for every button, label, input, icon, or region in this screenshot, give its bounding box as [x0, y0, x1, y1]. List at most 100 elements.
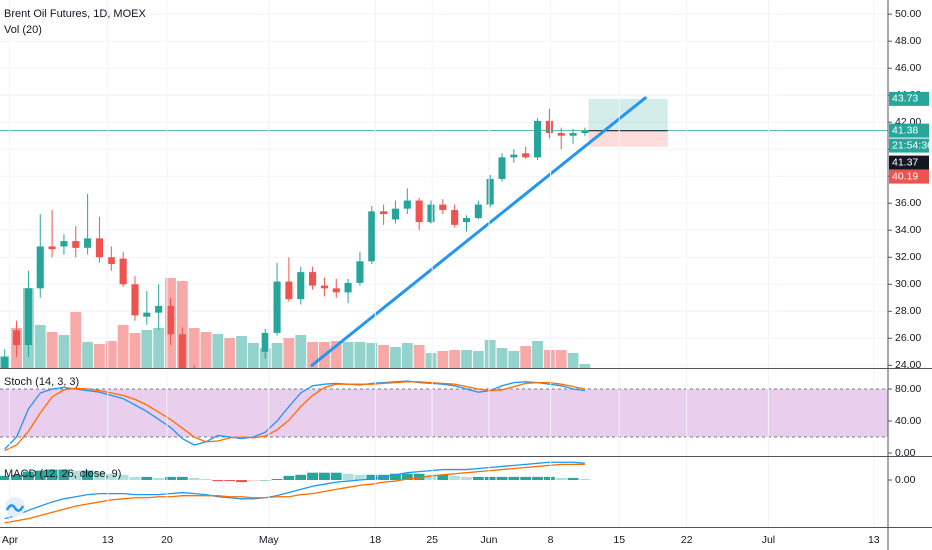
histogram-bar [390, 473, 401, 481]
volume-bar [425, 353, 437, 368]
candle-body [439, 204, 447, 210]
volume-bar [247, 343, 259, 368]
y-tick-label: 50.00 [895, 8, 921, 20]
histogram-bar [153, 477, 165, 481]
chart-title: Brent Oil Futures, 1D, MOEX [4, 8, 146, 20]
histogram-bar [70, 470, 82, 481]
histogram-bar [224, 480, 236, 482]
entry-label-box [889, 155, 929, 170]
candle-body [462, 218, 471, 223]
volume-bar [295, 335, 307, 368]
y-tick-label: 48.00 [895, 35, 921, 47]
x-tick-label: 22 [681, 534, 693, 546]
target-label-box [889, 91, 929, 106]
candle-body [474, 204, 482, 219]
volume-bar [34, 325, 46, 368]
candle-body [391, 208, 400, 220]
histogram-bar [532, 476, 543, 481]
candle-body [380, 211, 388, 215]
x-tick-label: 25 [426, 534, 438, 546]
x-tick-label: 20 [161, 534, 173, 546]
volume-bar [212, 334, 224, 368]
histogram-bar [283, 475, 295, 481]
histogram-bar [117, 474, 129, 481]
candle-body [403, 200, 411, 209]
volume-bar [153, 328, 165, 368]
histogram-bar [413, 473, 425, 481]
pane [0, 461, 591, 524]
histogram-bar [520, 476, 532, 481]
x-tick-label: 13 [868, 534, 880, 546]
candle-body [332, 288, 340, 293]
y-tick-label: 36.00 [895, 197, 921, 209]
histogram-bar [295, 474, 307, 481]
histogram-bar [11, 474, 22, 481]
histogram-bar [58, 469, 70, 481]
histogram-bar [342, 473, 354, 481]
histogram-bar [176, 476, 188, 481]
candle-body [545, 120, 553, 134]
volume-bar [555, 350, 567, 368]
volume-bar [188, 328, 200, 368]
indicator-line [4, 381, 586, 452]
histogram-bar [354, 474, 366, 481]
volume-bar [508, 351, 520, 368]
y-tick-label: 80.00 [895, 383, 921, 395]
indicator-line [4, 463, 585, 524]
candle-body [297, 272, 305, 300]
histogram-bar [212, 480, 224, 482]
histogram-bar [437, 474, 449, 481]
candle-body [261, 332, 269, 352]
logo [5, 497, 25, 517]
volume-bar [366, 343, 378, 368]
candle-body [557, 133, 565, 136]
histogram-bar [141, 476, 153, 481]
x-tick-label: Jul [762, 534, 775, 546]
histogram-bar [247, 480, 259, 482]
histogram-bar [271, 478, 283, 481]
x-tick-label: Apr [2, 534, 19, 546]
y-tick-label: 30.00 [895, 278, 921, 290]
histogram-bar [579, 478, 591, 481]
volume-bar [82, 342, 94, 368]
histogram-bar [200, 478, 212, 481]
candle-body [119, 258, 127, 285]
y-tick-label: 28.00 [895, 305, 921, 317]
countdown-label-box [889, 138, 929, 153]
histogram-bar [508, 476, 520, 481]
stoch-band [0, 389, 888, 437]
x-tick-label: May [259, 534, 280, 546]
candle-body [486, 178, 494, 205]
candle-body [60, 241, 68, 247]
candle-body [498, 157, 506, 179]
candle-body [344, 282, 352, 293]
stoch-title: Stoch (14, 3, 3) [4, 376, 79, 388]
histogram-bar [307, 472, 318, 481]
candle-body [273, 281, 281, 333]
position-target [588, 98, 668, 131]
candle-body [581, 130, 589, 134]
volume-bar [472, 351, 484, 368]
volume-bar [567, 353, 579, 368]
y-tick-label: 34.00 [895, 224, 921, 236]
histogram-bar [425, 474, 437, 481]
candle-body [510, 154, 518, 158]
pane [0, 380, 888, 452]
stop-label-box [889, 169, 929, 184]
macd-title: MACD (12, 26, close, 9) [4, 468, 121, 480]
histogram-bar [22, 471, 34, 481]
volume-bar [449, 350, 461, 368]
volume-bar [271, 343, 283, 368]
y-tick-label: 0.00 [895, 474, 916, 486]
volume-bar [413, 345, 425, 368]
histogram-bar [366, 474, 378, 481]
position-stop [588, 130, 668, 147]
pane [0, 13, 888, 368]
histogram-bar [449, 475, 461, 481]
volume-bar [283, 338, 295, 368]
candle-body [1, 357, 9, 368]
histogram-bar [236, 480, 247, 483]
volume-bar [496, 348, 508, 368]
entry-label: 41.37 [892, 156, 918, 168]
volume-bar [461, 350, 472, 368]
